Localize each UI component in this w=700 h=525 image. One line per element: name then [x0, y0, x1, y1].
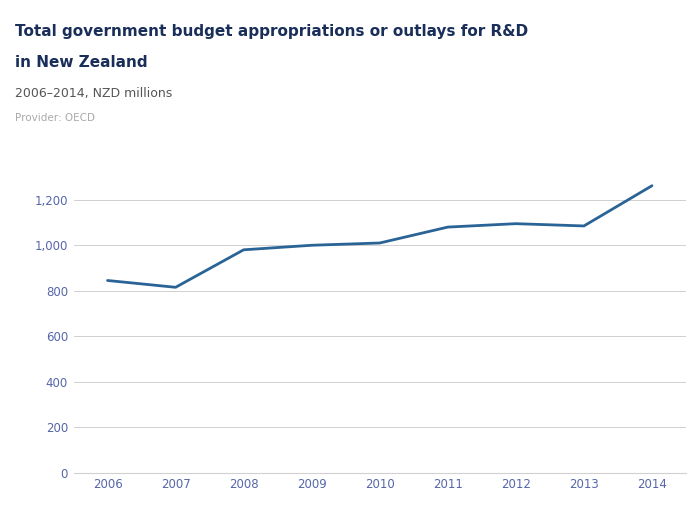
Text: 2006–2014, NZD millions: 2006–2014, NZD millions — [15, 87, 173, 100]
Text: Total government budget appropriations or outlays for R&D: Total government budget appropriations o… — [15, 24, 528, 39]
Text: figure.nz: figure.nz — [589, 18, 666, 33]
Text: in New Zealand: in New Zealand — [15, 55, 148, 70]
Text: Provider: OECD: Provider: OECD — [15, 113, 95, 123]
